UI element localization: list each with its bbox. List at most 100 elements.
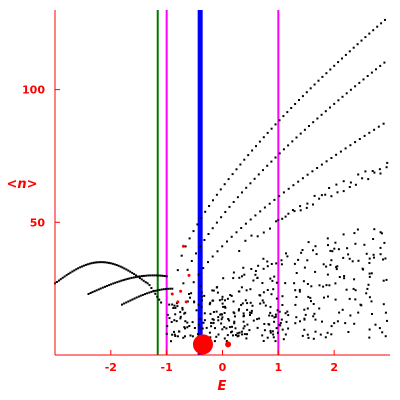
data-point-342	[322, 263, 325, 266]
data-point-341	[334, 282, 337, 285]
data-point-682	[262, 340, 265, 342]
data-point-441	[182, 336, 185, 339]
data-point-617	[212, 322, 215, 325]
data-point-189	[245, 186, 248, 189]
data-point-216	[358, 81, 361, 84]
data-point-546	[173, 304, 176, 307]
data-point-392	[261, 334, 264, 337]
data-point-481	[368, 272, 371, 275]
data-point-28	[108, 261, 110, 264]
data-point-169	[368, 32, 371, 35]
data-point-85	[147, 274, 150, 277]
highlight-point-1	[225, 341, 232, 348]
data-point-503	[382, 279, 385, 282]
data-point-181	[211, 227, 214, 230]
data-point-167	[360, 39, 363, 42]
data-point-129	[212, 199, 214, 202]
data-point-651	[170, 340, 172, 343]
data-point-137	[243, 158, 246, 161]
data-point-63	[101, 286, 104, 289]
data-point-317	[327, 295, 329, 298]
data-point-41	[133, 273, 136, 276]
data-point-210	[333, 102, 336, 105]
data-point-694	[273, 320, 276, 323]
data-point-640	[227, 318, 230, 320]
data-point-175	[186, 268, 189, 271]
data-point-374	[210, 325, 213, 328]
data-point-390	[330, 259, 333, 262]
data-point-563	[208, 303, 211, 306]
data-point-516	[242, 312, 245, 315]
data-point-540	[261, 282, 264, 284]
data-point-291	[284, 215, 287, 218]
data-point-224	[192, 281, 195, 284]
tick-labels: -2 -1 0 1 2 50 100	[22, 84, 338, 374]
data-point-497	[242, 266, 245, 269]
data-point-250	[316, 167, 319, 169]
y-axis-label: <n>	[6, 177, 37, 192]
data-point-577	[262, 291, 265, 294]
data-point-686	[281, 328, 284, 331]
data-point-188	[241, 191, 243, 194]
data-point-690	[271, 330, 274, 333]
data-point-327	[314, 270, 317, 273]
data-point-372	[269, 305, 272, 308]
data-point-472	[215, 310, 218, 313]
data-point-632	[250, 312, 253, 314]
data-point-509	[246, 333, 248, 336]
data-point-39	[129, 270, 132, 273]
data-point-435	[307, 241, 310, 244]
data-point-217	[362, 78, 365, 81]
data-point-48	[146, 282, 149, 285]
data-point-108	[148, 291, 151, 294]
data-point-24	[100, 261, 103, 264]
data-point-454	[321, 320, 323, 323]
data-point-2	[57, 279, 60, 282]
data-point-26	[104, 261, 107, 264]
data-point-445	[189, 334, 192, 337]
data-point-494	[341, 308, 344, 311]
data-point-455	[380, 232, 383, 235]
data-point-573	[179, 315, 182, 318]
data-point-241	[273, 198, 276, 201]
data-point-191	[253, 177, 256, 180]
data-point-383	[329, 249, 332, 252]
data-point-128	[208, 205, 211, 207]
data-point-305	[386, 161, 389, 164]
data-point-178	[199, 245, 202, 248]
data-point-87	[151, 274, 154, 277]
data-point-660	[183, 326, 186, 329]
data-point-219	[370, 71, 373, 74]
data-point-510	[365, 252, 368, 255]
data-point-242	[278, 195, 281, 198]
data-point-281	[336, 191, 339, 194]
data-point-630	[386, 319, 388, 322]
data-point-91	[159, 274, 162, 277]
data-point-148	[286, 111, 289, 114]
data-point-320	[382, 258, 384, 261]
data-point-692	[274, 315, 277, 318]
data-point-215	[354, 85, 357, 88]
data-point-502	[309, 296, 312, 299]
data-point-271	[275, 220, 278, 223]
data-point-222	[383, 61, 386, 64]
data-point-40	[131, 271, 134, 274]
data-point-496	[224, 299, 226, 302]
data-point-671	[168, 317, 171, 320]
data-point-656	[276, 309, 279, 312]
data-point-639	[233, 320, 236, 323]
data-point-629	[273, 275, 276, 278]
data-point-571	[354, 289, 357, 292]
data-point-367	[209, 312, 212, 315]
data-point-276	[305, 206, 308, 209]
data-point-489	[310, 285, 313, 288]
data-point-331	[238, 331, 241, 334]
data-point-553	[295, 272, 298, 274]
data-point-593	[243, 273, 246, 276]
data-point-559	[240, 286, 243, 289]
data-point-471	[229, 294, 232, 296]
data-point-589	[232, 300, 235, 303]
data-point-240	[268, 202, 271, 205]
data-point-604	[330, 325, 333, 328]
data-point-366	[379, 246, 382, 249]
